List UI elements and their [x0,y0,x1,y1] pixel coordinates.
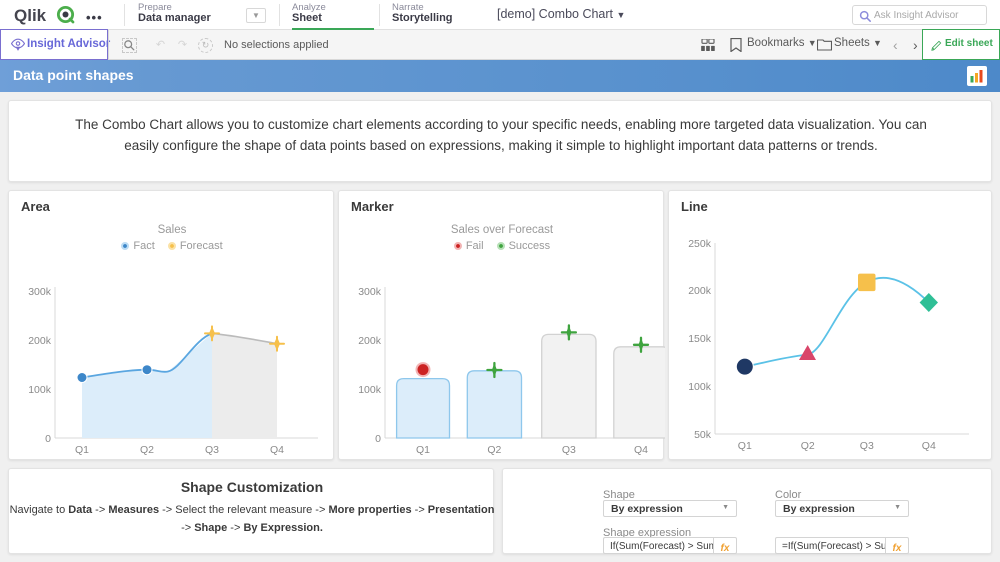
svg-text:150k: 150k [688,333,712,345]
svg-text:300k: 300k [358,286,382,298]
svg-text:Q2: Q2 [801,440,815,452]
svg-text:Q1: Q1 [416,444,430,456]
svg-text:250k: 250k [688,238,712,250]
svg-text:Q2: Q2 [487,444,501,456]
svg-text:Q3: Q3 [860,440,874,452]
svg-text:0: 0 [375,433,381,445]
svg-text:0: 0 [45,433,51,445]
svg-text:Q3: Q3 [205,444,219,456]
svg-text:Q4: Q4 [270,444,284,456]
svg-text:100k: 100k [358,384,382,396]
svg-text:Q3: Q3 [562,444,576,456]
svg-text:100k: 100k [28,384,52,396]
svg-text:300k: 300k [28,286,52,298]
svg-text:Q4: Q4 [922,440,936,452]
svg-text:Q1: Q1 [75,444,89,456]
svg-text:200k: 200k [358,335,382,347]
svg-text:50k: 50k [694,429,712,441]
svg-text:Q4: Q4 [634,444,648,456]
svg-text:Q2: Q2 [140,444,154,456]
svg-text:200k: 200k [28,335,52,347]
svg-text:100k: 100k [688,381,712,393]
svg-text:200k: 200k [688,285,712,297]
svg-text:Q1: Q1 [738,440,752,452]
